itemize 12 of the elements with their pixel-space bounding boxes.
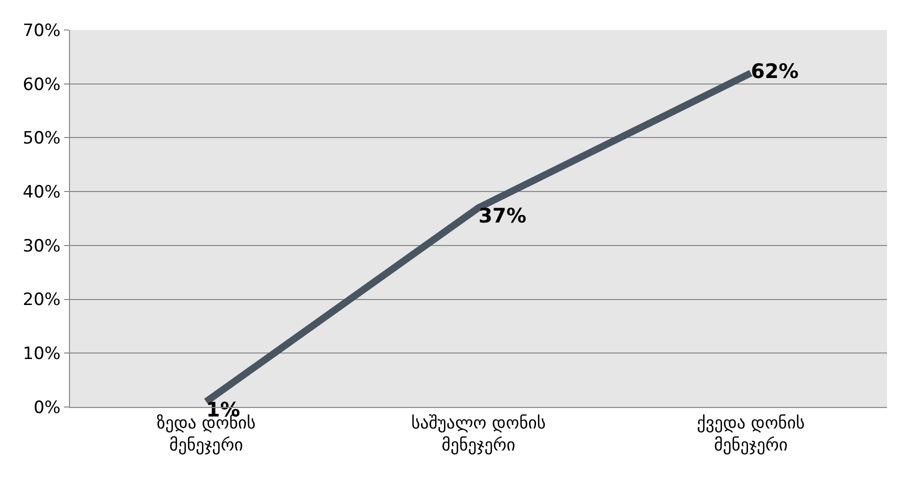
y-tick-label: 0% <box>34 398 61 418</box>
y-tick-label: 30% <box>22 236 61 256</box>
y-tick-label: 50% <box>22 128 61 149</box>
data-label: 37% <box>478 204 526 228</box>
y-tick-label: 40% <box>22 182 61 203</box>
y-tick-label: 60% <box>22 74 61 95</box>
y-tick-label: 20% <box>22 290 61 310</box>
data-label: 62% <box>750 59 799 84</box>
y-tick-label: 70% <box>22 20 61 41</box>
x-tick-label: საშუალო დონის მენეჯერი <box>411 413 546 456</box>
x-tick-label: ქვედა დონის მენეჯერი <box>696 413 805 456</box>
y-tick-label: 10% <box>22 344 61 364</box>
